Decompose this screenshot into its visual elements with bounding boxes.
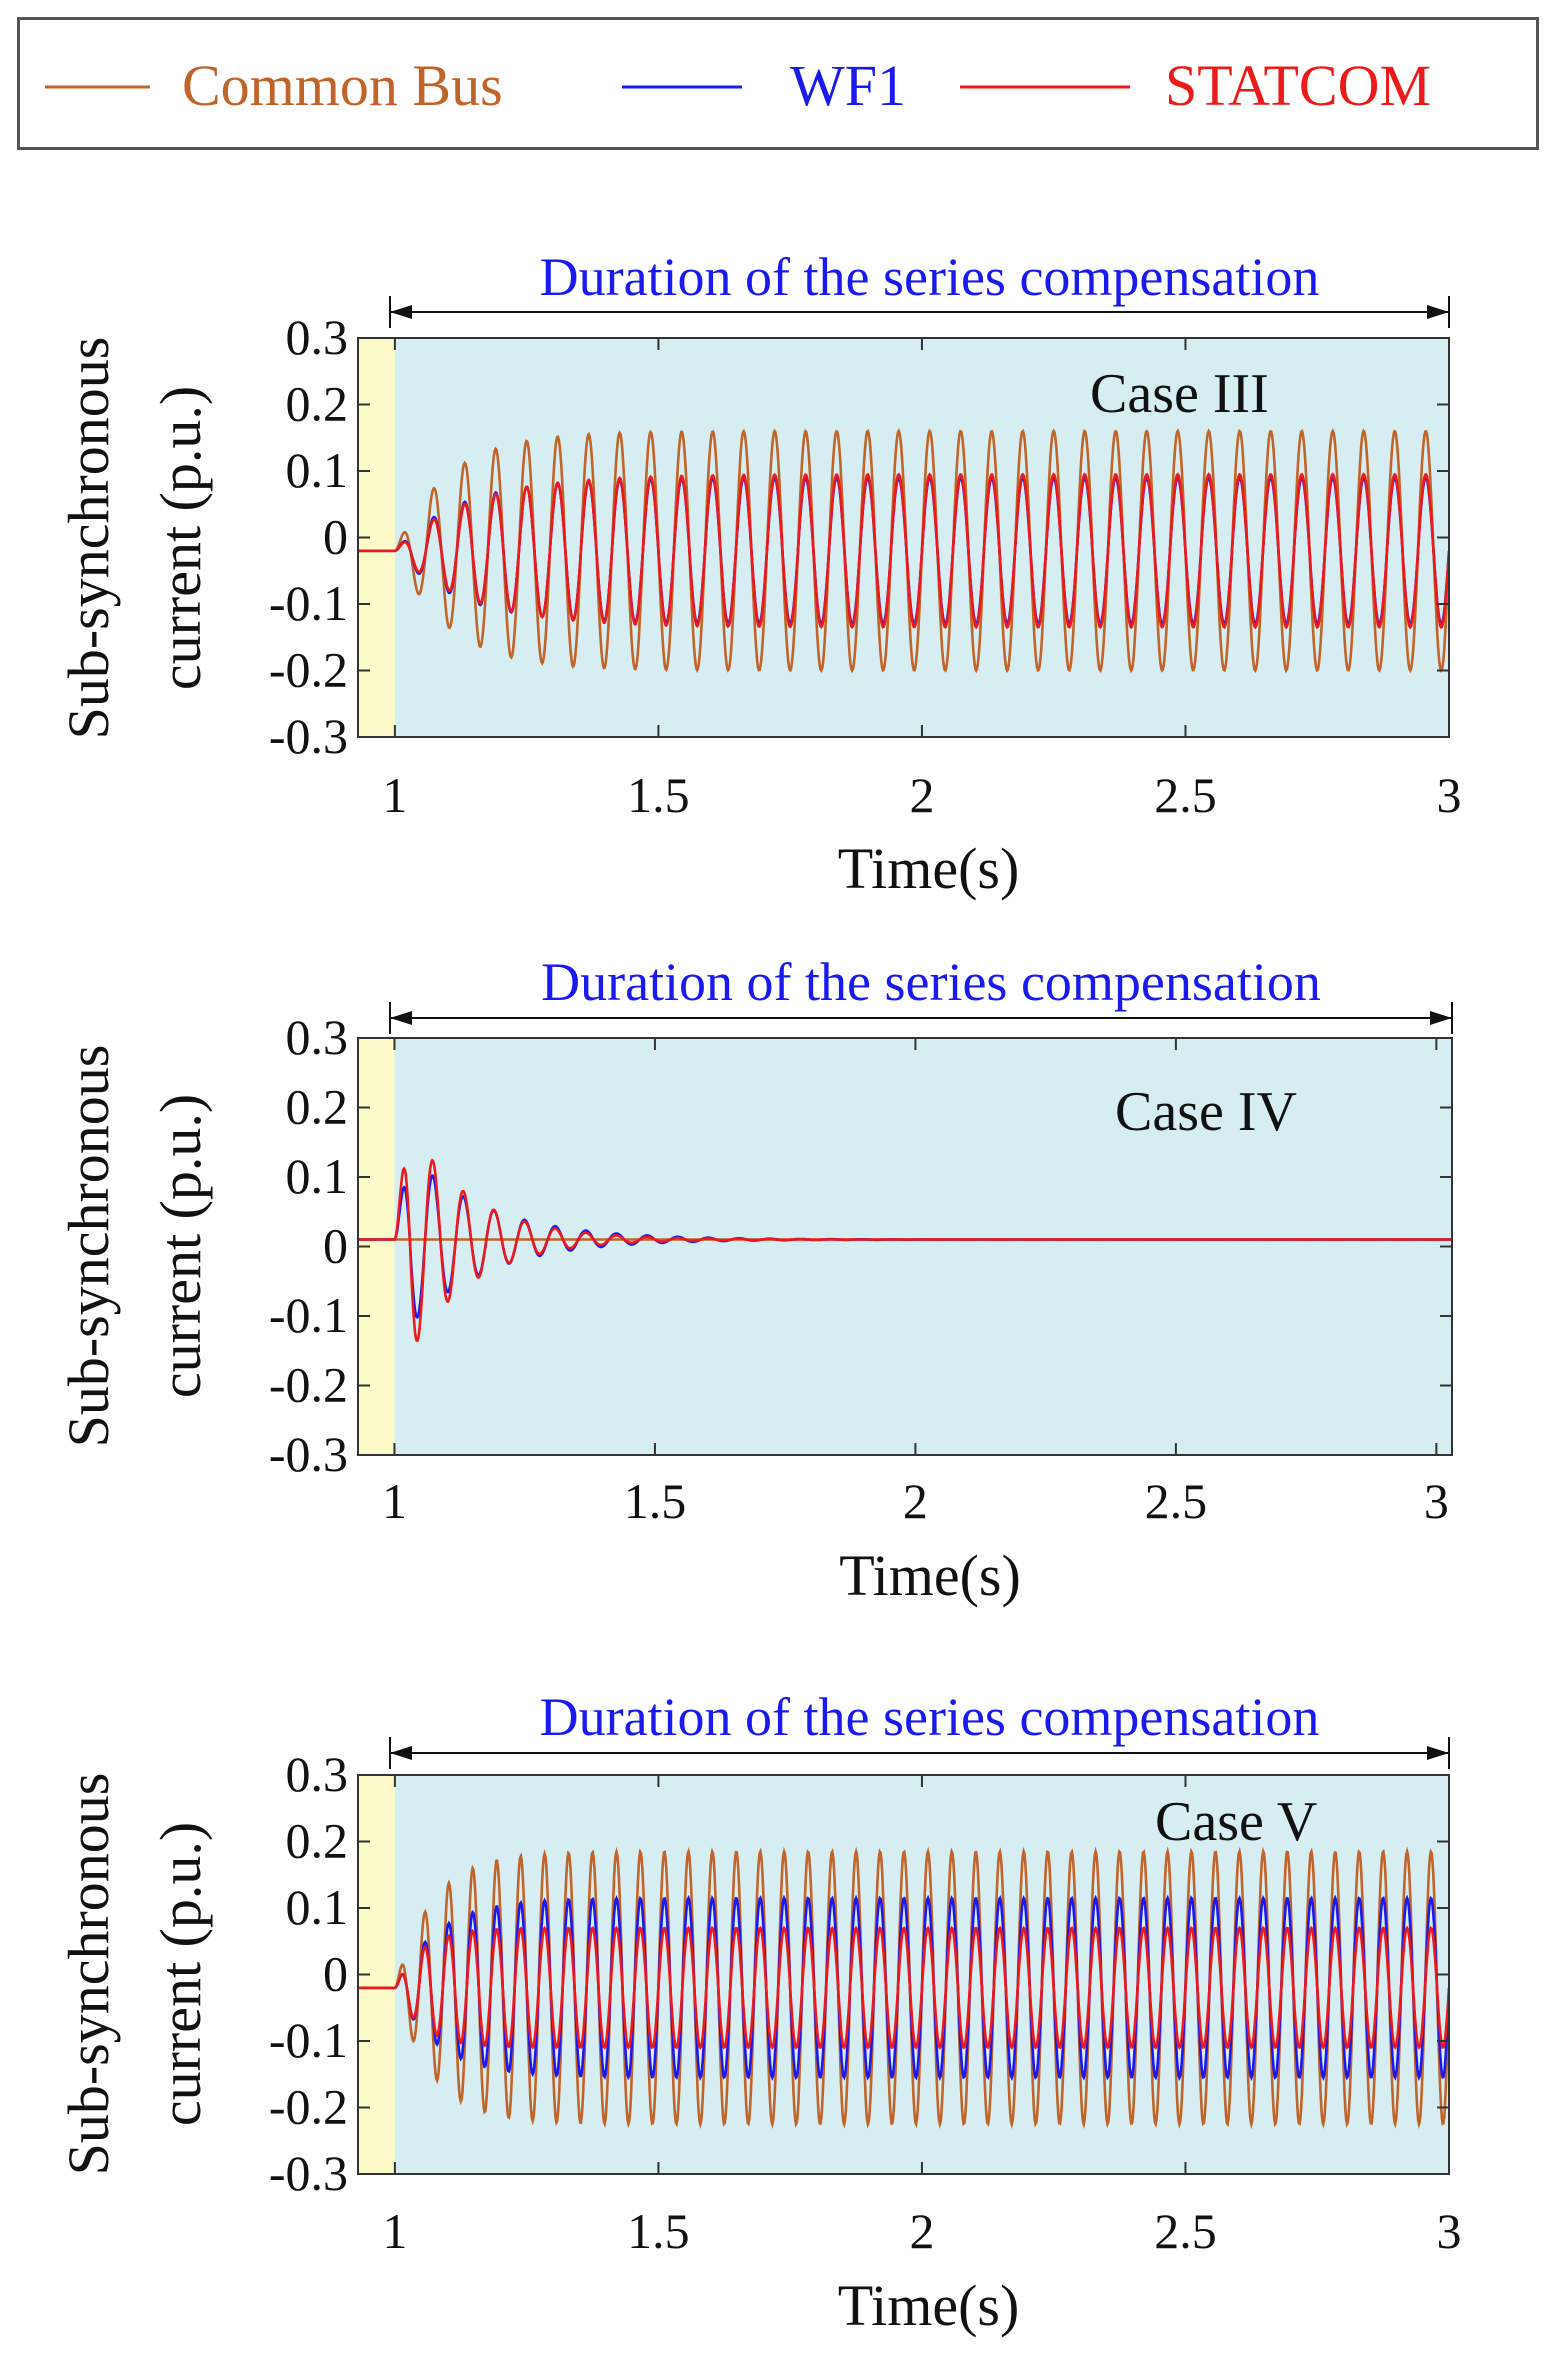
- y-tick-label: 0: [323, 1218, 348, 1274]
- x-tick-label: 2: [909, 2203, 934, 2259]
- arrow-head-left: [390, 1746, 412, 1760]
- y-axis-label-line2: current (p.u.): [148, 1094, 213, 1398]
- duration-annotation: Duration of the series compensation: [540, 247, 1320, 307]
- chart-3: 0.3 0.2 0.1 0 -0.1 -0.2 -0.3 1 1.5 2 2.5 3 Time(s) Su…: [56, 1687, 1462, 2338]
- y-axis-label-line1: Sub-synchronous: [56, 1045, 121, 1448]
- x-tick-label: 1: [382, 767, 407, 823]
- arrow-head-right: [1427, 1746, 1449, 1760]
- series-group: [358, 1158, 1452, 1343]
- x-axis-label: Time(s): [838, 2273, 1020, 2338]
- legend-label-wf1: WF1: [790, 53, 906, 118]
- y-tick-label: -0.3: [269, 1426, 348, 1482]
- y-tick-label: 0: [323, 509, 348, 565]
- compensation-region: [394, 1038, 1452, 1455]
- series-line-statcom: [358, 1158, 1452, 1343]
- chart-1: 0.3 0.2 0.1 0 -0.1 -0.2 -0.3 1 1.5 2 2.5 3 Time(s) Su…: [56, 247, 1462, 901]
- arrow-head-left: [390, 1011, 412, 1025]
- y-tick-label: -0.3: [269, 708, 348, 764]
- y-tick-label: -0.1: [269, 575, 348, 631]
- case-label: Case IV: [1115, 1081, 1297, 1143]
- y-tick-label: 0.1: [286, 1879, 349, 1935]
- x-tick-label: 3: [1437, 767, 1462, 823]
- arrow-head-left: [390, 305, 412, 319]
- y-tick-label: 0.3: [286, 1746, 349, 1802]
- case-label: Case III: [1090, 363, 1269, 425]
- x-tick-label: 1: [382, 1473, 407, 1529]
- y-tick-label: 0.1: [286, 1148, 349, 1204]
- y-axis-label-line2: current (p.u.): [148, 1822, 213, 2126]
- legend-label-common-bus: Common Bus: [182, 53, 503, 118]
- y-axis-label-line2: current (p.u.): [148, 386, 213, 690]
- y-tick-label: 0.3: [286, 309, 349, 365]
- y-tick-label: -0.1: [269, 2012, 348, 2068]
- duration-annotation: Duration of the series compensation: [540, 1687, 1320, 1747]
- legend-label-statcom: STATCOM: [1165, 53, 1431, 118]
- y-axis-label-line1: Sub-synchronous: [56, 1773, 121, 2176]
- y-tick-label: 0.2: [286, 376, 349, 432]
- legend-box: [17, 17, 1539, 150]
- series-line-statcom: [358, 472, 1449, 630]
- x-tick-label: 2.5: [1154, 767, 1217, 823]
- y-tick-label: -0.2: [269, 2079, 348, 2135]
- x-tick-label: 1.5: [627, 767, 690, 823]
- y-tick-label: -0.2: [269, 642, 348, 698]
- arrow-head-right: [1427, 305, 1449, 319]
- x-axis-label: Time(s): [838, 836, 1020, 901]
- x-tick-label: 3: [1424, 1473, 1449, 1529]
- x-tick-label: 2: [909, 767, 934, 823]
- y-tick-label: 0.3: [286, 1009, 349, 1065]
- case-label: Case V: [1155, 1791, 1317, 1853]
- x-tick-label: 3: [1437, 2203, 1462, 2259]
- x-tick-label: 1.5: [624, 1473, 687, 1529]
- y-tick-label: -0.3: [269, 2145, 348, 2201]
- x-tick-label: 2.5: [1145, 1473, 1208, 1529]
- series-line-common-bus: [358, 428, 1449, 674]
- y-tick-label: 0.2: [286, 1813, 349, 1869]
- series-group: [358, 1846, 1449, 2130]
- y-tick-label: -0.2: [269, 1357, 348, 1413]
- duration-annotation: Duration of the series compensation: [541, 952, 1321, 1012]
- x-tick-label: 2: [903, 1473, 928, 1529]
- x-tick-label: 2.5: [1154, 2203, 1217, 2259]
- y-tick-label: 0: [323, 1946, 348, 2002]
- series-group: [358, 428, 1449, 674]
- y-tick-label: 0.1: [286, 442, 349, 498]
- y-axis-label-line1: Sub-synchronous: [56, 337, 121, 740]
- x-axis-label: Time(s): [839, 1543, 1021, 1608]
- x-tick-label: 1: [382, 2203, 407, 2259]
- x-tick-label: 1.5: [627, 2203, 690, 2259]
- chart-2: 0.3 0.2 0.1 0 -0.1 -0.2 -0.3 1 1.5 2 2.5 3 Time(s) Su…: [56, 952, 1453, 1608]
- legend: Common Bus WF1 STATCOM: [45, 53, 1431, 118]
- y-tick-label: -0.1: [269, 1287, 348, 1343]
- arrow-head-right: [1430, 1011, 1452, 1025]
- charts: 0.3 0.2 0.1 0 -0.1 -0.2 -0.3 1 1.5 2 2.5 3 Time(s) Su…: [56, 247, 1462, 2338]
- series-line-statcom: [358, 1925, 1449, 2051]
- y-tick-label: 0.2: [286, 1079, 349, 1135]
